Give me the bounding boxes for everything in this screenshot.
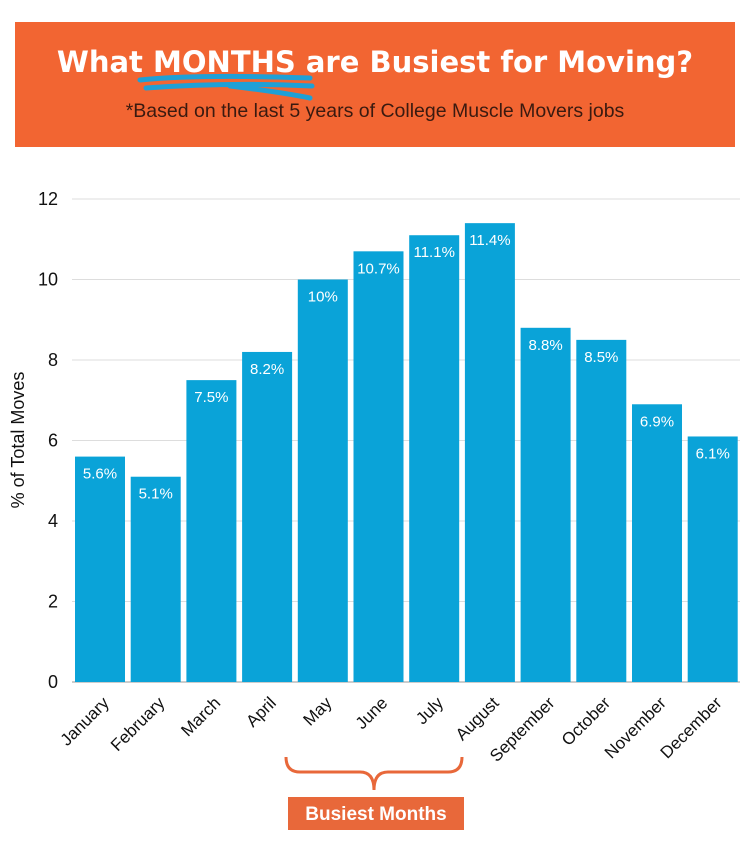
bar-november xyxy=(632,404,682,682)
x-tick-label: February xyxy=(107,693,169,755)
chart-title: What MONTHS are Busiest for Moving? xyxy=(57,45,693,79)
bar-march xyxy=(186,380,237,682)
x-tick-label: May xyxy=(299,693,335,729)
bar-june xyxy=(353,251,404,682)
x-tick-label: January xyxy=(57,693,114,750)
bar-february xyxy=(130,476,181,682)
bar-july xyxy=(409,235,460,682)
curly-brace xyxy=(284,756,464,791)
bar-january xyxy=(75,456,125,682)
data-label: 6.9% xyxy=(640,413,674,430)
data-label: 8.2% xyxy=(250,361,284,378)
bar-december xyxy=(687,436,738,682)
y-tick-label: 12 xyxy=(38,189,58,209)
y-tick-label: 8 xyxy=(48,350,58,370)
data-label: 8.5% xyxy=(584,349,618,366)
data-label: 10.7% xyxy=(357,260,400,277)
bar-august xyxy=(464,223,515,682)
x-tick-label: December xyxy=(657,693,726,762)
x-tick-label: August xyxy=(452,693,503,744)
data-label: 10% xyxy=(308,289,338,306)
x-tick-label: April xyxy=(242,693,279,730)
bar-september xyxy=(520,327,571,682)
busiest-months-badge xyxy=(288,797,464,830)
data-label: 5.6% xyxy=(83,466,117,483)
y-tick-label: 0 xyxy=(48,672,58,692)
y-tick-label: 6 xyxy=(48,431,58,451)
x-tick-label: March xyxy=(177,693,224,740)
data-label: 7.5% xyxy=(194,389,228,406)
y-tick-label: 4 xyxy=(48,511,58,531)
data-label: 11.1% xyxy=(413,244,454,261)
y-tick-label: 2 xyxy=(48,592,58,612)
bar-may xyxy=(297,279,348,682)
data-label: 6.1% xyxy=(696,445,730,462)
x-tick-label: June xyxy=(352,693,392,733)
y-axis-label: % of Total Moves xyxy=(8,372,28,509)
bar-october xyxy=(576,339,627,682)
chart-subtitle: *Based on the last 5 years of College Mu… xyxy=(126,100,625,122)
underline-brush-stroke xyxy=(137,73,315,101)
header-banner xyxy=(15,22,735,147)
data-label: 8.8% xyxy=(528,337,562,354)
data-label: 5.1% xyxy=(139,486,173,503)
busiest-months-label: Busiest Months xyxy=(305,804,446,825)
bar-april xyxy=(242,351,293,682)
x-tick-label: July xyxy=(412,693,447,728)
x-tick-label: October xyxy=(558,693,614,749)
data-label: 11.4% xyxy=(469,232,510,249)
y-tick-label: 10 xyxy=(38,270,58,290)
